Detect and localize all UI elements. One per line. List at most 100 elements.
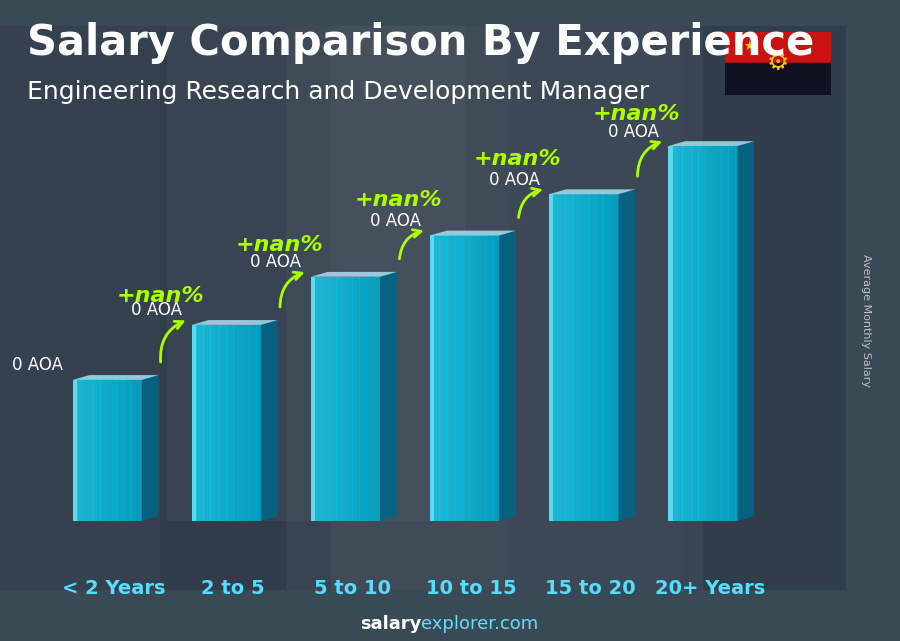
Bar — [735, 146, 738, 521]
Bar — [474, 235, 476, 521]
Bar — [722, 146, 724, 521]
Bar — [600, 194, 602, 521]
Bar — [355, 277, 357, 521]
Bar — [497, 235, 500, 521]
Bar — [479, 235, 482, 521]
Bar — [442, 235, 445, 521]
Bar — [469, 235, 472, 521]
Bar — [249, 325, 252, 521]
Bar — [378, 277, 381, 521]
Text: 0 AOA: 0 AOA — [608, 122, 659, 140]
Bar — [130, 380, 133, 521]
Polygon shape — [430, 231, 516, 235]
Bar — [616, 194, 618, 521]
Bar — [614, 194, 617, 521]
Bar — [715, 146, 717, 521]
Bar — [581, 194, 584, 521]
Bar — [696, 146, 698, 521]
Bar — [327, 277, 329, 521]
Polygon shape — [618, 189, 635, 521]
Text: 0 AOA: 0 AOA — [370, 212, 420, 230]
Bar — [731, 146, 734, 521]
Bar — [103, 380, 105, 521]
Bar — [233, 325, 236, 521]
Bar — [430, 235, 433, 521]
Polygon shape — [738, 141, 754, 521]
Bar — [682, 146, 685, 521]
Bar — [472, 235, 474, 521]
Bar — [687, 146, 689, 521]
Text: +nan%: +nan% — [116, 287, 204, 306]
Bar — [446, 235, 449, 521]
Bar — [559, 194, 561, 521]
Bar — [364, 277, 366, 521]
Bar — [552, 194, 554, 521]
Bar — [476, 235, 479, 521]
Bar — [554, 194, 556, 521]
Bar — [574, 194, 577, 521]
Bar — [194, 325, 197, 521]
Bar — [227, 325, 229, 521]
Text: 0 AOA: 0 AOA — [489, 171, 540, 188]
Bar — [85, 380, 86, 521]
Bar — [325, 277, 328, 521]
Polygon shape — [380, 272, 397, 521]
Bar — [464, 235, 467, 521]
Bar — [254, 325, 256, 521]
Bar — [75, 380, 77, 521]
Bar — [609, 194, 612, 521]
Bar — [196, 325, 199, 521]
Bar — [669, 146, 671, 521]
Bar — [448, 235, 451, 521]
Bar — [374, 277, 375, 521]
Bar — [116, 380, 119, 521]
Bar — [701, 146, 703, 521]
Bar — [678, 146, 680, 521]
Bar — [215, 325, 218, 521]
Text: ⚙: ⚙ — [767, 51, 788, 76]
Bar — [689, 146, 692, 521]
Bar — [346, 277, 348, 521]
Bar — [236, 325, 238, 521]
Bar — [110, 380, 112, 521]
Bar — [311, 277, 315, 521]
Text: < 2 Years: < 2 Years — [62, 579, 166, 599]
Bar — [712, 146, 715, 521]
Bar — [343, 277, 346, 521]
Polygon shape — [142, 375, 158, 521]
Bar — [584, 194, 587, 521]
Bar — [224, 325, 227, 521]
Bar — [229, 325, 231, 521]
Bar — [122, 380, 123, 521]
Bar — [231, 325, 233, 521]
Bar — [329, 277, 332, 521]
Bar — [670, 146, 673, 521]
Bar — [467, 235, 470, 521]
Bar — [719, 146, 722, 521]
Bar — [596, 194, 598, 521]
Bar — [107, 380, 110, 521]
Polygon shape — [669, 141, 754, 146]
Bar — [455, 235, 458, 521]
Bar — [577, 194, 580, 521]
Bar — [589, 194, 591, 521]
Bar — [341, 277, 344, 521]
Bar — [481, 235, 483, 521]
Bar — [137, 380, 139, 521]
Bar — [691, 146, 694, 521]
Bar — [435, 235, 437, 521]
Bar — [680, 146, 682, 521]
Bar — [492, 235, 495, 521]
Bar — [728, 146, 731, 521]
Bar — [203, 325, 206, 521]
Polygon shape — [73, 375, 158, 380]
Bar — [316, 277, 318, 521]
Bar — [495, 235, 497, 521]
Bar — [703, 146, 706, 521]
Text: 2 to 5: 2 to 5 — [202, 579, 265, 599]
Bar — [208, 325, 211, 521]
Text: +nan%: +nan% — [474, 149, 562, 169]
Bar — [463, 235, 465, 521]
Bar — [503, 0, 681, 641]
Bar — [580, 194, 581, 521]
